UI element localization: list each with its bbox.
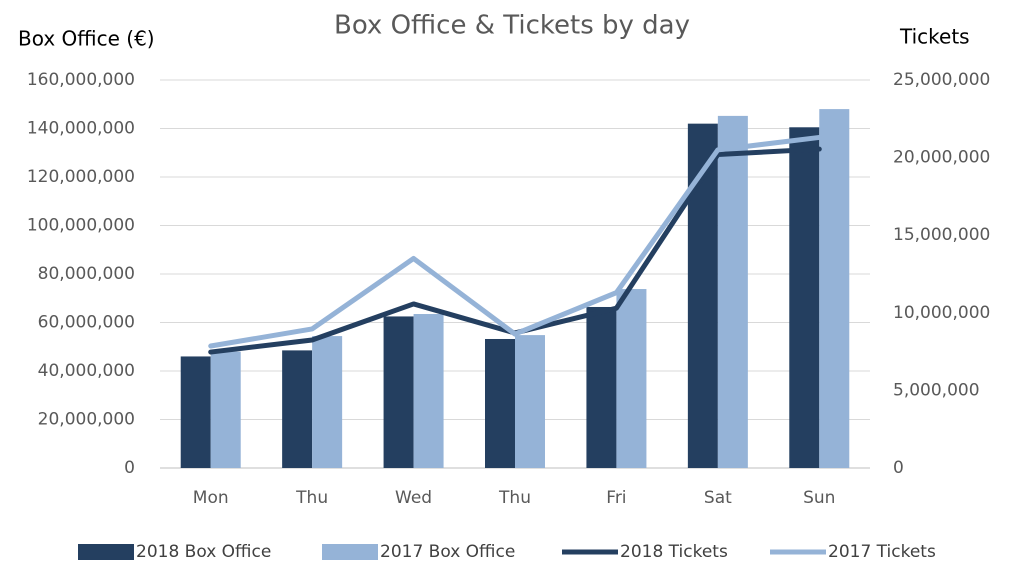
x-tick-label: Wed — [395, 488, 432, 508]
bar — [383, 316, 414, 468]
y-tick-label: 40,000,000 — [38, 361, 135, 381]
legend-label: 2018 Tickets — [620, 542, 728, 562]
y2-tick-label: 25,000,000 — [893, 70, 990, 90]
y2-tick-label: 20,000,000 — [893, 148, 990, 168]
y2-tick-label: 0 — [893, 458, 904, 478]
y-tick-label: 20,000,000 — [38, 410, 135, 430]
legend-label: 2018 Box Office — [136, 542, 271, 562]
bar — [616, 289, 647, 468]
y-tick-label: 60,000,000 — [38, 313, 135, 333]
y-axis-title: Box Office (€) — [18, 27, 155, 51]
bar — [717, 115, 748, 468]
x-tick-label: Thu — [295, 488, 328, 508]
legend-label: 2017 Tickets — [828, 542, 936, 562]
bar — [312, 336, 343, 468]
legend-label: 2017 Box Office — [380, 542, 515, 562]
bar — [586, 306, 617, 468]
y-tick-label: 0 — [124, 458, 135, 478]
x-tick-label: Fri — [606, 488, 626, 508]
bar — [819, 109, 850, 468]
y-tick-label: 80,000,000 — [38, 264, 135, 284]
y-tick-label: 160,000,000 — [27, 70, 135, 90]
bar — [210, 351, 241, 468]
y-tick-label: 100,000,000 — [27, 216, 135, 236]
y2-tick-label: 15,000,000 — [893, 225, 990, 245]
y-tick-label: 120,000,000 — [27, 167, 135, 187]
bar — [282, 350, 313, 468]
chart-title: Box Office & Tickets by day — [334, 11, 690, 41]
legend-swatch — [322, 544, 378, 560]
legend-swatch — [78, 544, 134, 560]
bar — [485, 338, 515, 468]
bar — [515, 335, 545, 468]
x-tick-label: Thu — [498, 488, 531, 508]
x-tick-label: Sat — [704, 488, 732, 508]
y2-tick-label: 5,000,000 — [893, 380, 980, 400]
y2-axis-title: Tickets — [899, 25, 970, 49]
x-tick-label: Sun — [803, 488, 835, 508]
line — [208, 134, 822, 349]
x-tick-label: Mon — [193, 488, 229, 508]
bar — [413, 314, 444, 468]
bar — [789, 127, 820, 468]
y-tick-label: 140,000,000 — [27, 119, 135, 139]
y2-tick-label: 10,000,000 — [893, 303, 990, 323]
bar — [180, 356, 211, 468]
